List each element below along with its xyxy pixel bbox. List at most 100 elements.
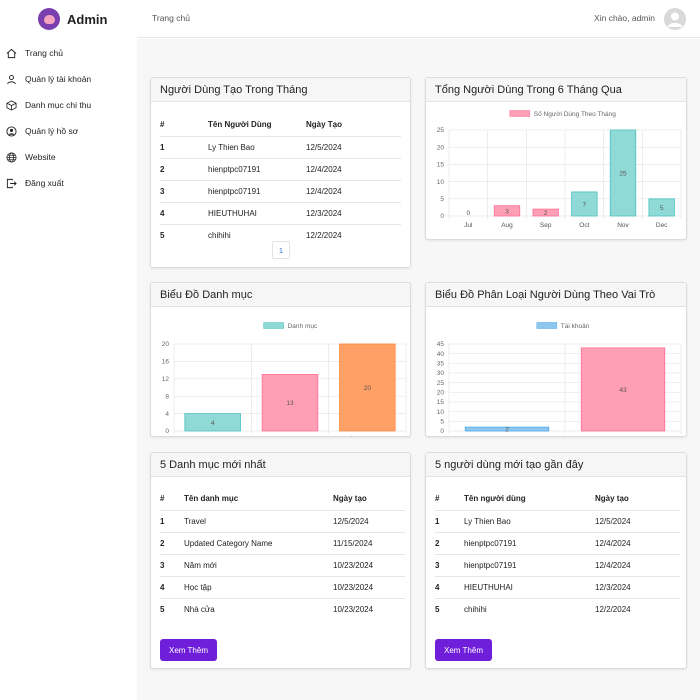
data-label: 43	[619, 387, 627, 394]
date-cell: 12/4/2024	[595, 531, 680, 554]
data-label: 13	[286, 400, 294, 407]
y-tick-label: 25	[437, 380, 445, 387]
bar	[571, 191, 598, 217]
table-row: 3 hienptpc07191 12/4/2024	[435, 553, 680, 576]
users-6-months-chart: Số Người Dùng Theo Tháng05101520250Jul3A…	[437, 109, 682, 229]
y-tick-label: 45	[437, 341, 445, 348]
user-name-cell: hienptpc07191	[208, 157, 306, 180]
user-name-cell: hienptpc07191	[208, 179, 306, 202]
x-tick-label: Jul	[464, 222, 473, 229]
bar	[580, 347, 666, 432]
y-tick-label: 10	[437, 179, 445, 186]
data-label: 25	[619, 171, 627, 178]
row-number: 4	[435, 575, 464, 598]
date-cell: 12/4/2024	[595, 553, 680, 576]
legend-label: Số Người Dùng Theo Tháng	[534, 109, 616, 118]
y-tick-label: 0	[440, 428, 444, 435]
home-icon	[6, 48, 17, 58]
data-label: 2	[544, 210, 548, 217]
user-icon	[7, 74, 16, 84]
recent-users-card: 5 người dùng mới tạo gần đây # Tên người…	[425, 452, 687, 669]
sidebar-nav: Trang chủ Quản lý tài khoản Danh mục chi…	[0, 40, 137, 196]
date-cell: 12/5/2024	[306, 135, 401, 158]
date-cell: 12/3/2024	[595, 575, 680, 598]
sidebar-item-home[interactable]: Trang chủ	[0, 40, 137, 66]
date-cell: 12/3/2024	[306, 201, 401, 224]
bar	[261, 374, 319, 432]
brand[interactable]: Admin	[38, 8, 107, 30]
row-number: 4	[160, 201, 208, 224]
x-tick-label: Sep	[540, 222, 552, 229]
table-row: 2 hienptpc07191 12/4/2024	[435, 531, 680, 554]
row-number: 3	[435, 553, 464, 576]
date-cell: 12/2/2024	[306, 223, 401, 246]
piggy-bank-logo-icon	[38, 8, 60, 30]
y-tick-label: 25	[437, 127, 445, 134]
date-cell: 12/4/2024	[306, 157, 401, 180]
table-header-row: # Tên danh mục Ngày tạo	[160, 488, 405, 510]
sidebar-item-label: Website	[25, 152, 56, 162]
sidebar-item-logout[interactable]: Đăng xuất	[0, 170, 137, 196]
category-name-cell: Travel	[184, 509, 333, 532]
logout-icon	[6, 178, 17, 188]
sidebar-item-accounts[interactable]: Quản lý tài khoản	[0, 66, 137, 92]
table-row: 4 Học tập 10/23/2024	[160, 575, 405, 598]
table-row: 5 chihihi 12/2/2024	[160, 223, 401, 246]
card-title: 5 Danh mục mới nhất	[151, 453, 410, 477]
view-more-users-button[interactable]: Xem Thêm	[435, 639, 492, 661]
bar	[339, 343, 396, 432]
user-name-cell: Ly Thien Bao	[464, 509, 595, 532]
sidebar-item-categories[interactable]: Danh mục chi thu	[0, 92, 137, 118]
card-title: Biểu Đồ Phân Loại Người Dùng Theo Vai Tr…	[426, 283, 686, 307]
data-label: 5	[660, 205, 664, 212]
globe-icon	[6, 152, 17, 162]
row-number: 1	[160, 135, 208, 158]
row-number: 1	[435, 509, 464, 532]
data-label: 2	[505, 427, 509, 434]
y-tick-label: 5	[440, 196, 444, 203]
view-more-categories-button[interactable]: Xem Thêm	[160, 639, 217, 661]
y-tick-label: 16	[162, 359, 170, 366]
sidebar-item-label: Quản lý tài khoản	[25, 74, 92, 84]
table-row: 4 HIEUTHUHAI 12/3/2024	[435, 575, 680, 598]
column-header: Tên Người Dùng	[208, 120, 272, 130]
sidebar-item-website[interactable]: Website	[0, 144, 137, 170]
user-roles-chart: Tài khoản0510152025303540452Admin43User	[437, 322, 682, 435]
date-cell: 12/5/2024	[333, 509, 405, 532]
table-row: 1 Travel 12/5/2024	[160, 509, 405, 532]
greeting-text: Xin chào, admin	[594, 13, 655, 23]
row-number: 2	[435, 531, 464, 554]
card-title: Tổng Người Dùng Trong 6 Tháng Qua	[426, 78, 686, 102]
avatar[interactable]	[664, 8, 686, 30]
sidebar-item-profile[interactable]: Quản lý hồ sơ	[0, 118, 137, 144]
main-content: Người Dùng Tạo Trong Tháng # Tên Người D…	[137, 39, 700, 700]
date-cell: 10/23/2024	[333, 553, 405, 576]
x-tick-label: Aug	[501, 222, 513, 229]
table-row: 2 hienptpc07191 12/4/2024	[160, 157, 401, 180]
y-tick-label: 20	[162, 341, 170, 348]
sidebar-item-label: Đăng xuất	[25, 178, 64, 188]
bar	[648, 198, 675, 217]
row-number: 2	[160, 157, 208, 180]
table-row: 2 Updated Category Name 11/15/2024	[160, 531, 405, 554]
column-header: Ngày tạo	[595, 494, 629, 504]
category-name-cell: Nhà cửa	[184, 597, 333, 620]
table-row: 3 Năm mới 10/23/2024	[160, 553, 405, 576]
table-header-row: # Tên người dùng Ngày tạo	[435, 488, 680, 510]
card-title: Người Dùng Tạo Trong Tháng	[151, 78, 410, 102]
y-tick-label: 20	[437, 390, 445, 397]
pagination-page-1[interactable]: 1	[272, 241, 290, 259]
row-number: 5	[160, 223, 208, 246]
data-label: 4	[211, 420, 215, 427]
y-tick-label: 12	[162, 376, 170, 383]
y-tick-label: 15	[437, 399, 445, 406]
category-name-cell: Updated Category Name	[184, 531, 333, 554]
sidebar: Admin Trang chủ Quản lý tài khoản Danh m…	[0, 0, 137, 700]
bar	[184, 413, 241, 432]
box-icon	[6, 99, 17, 111]
legend-swatch	[263, 322, 284, 329]
row-number: 5	[435, 597, 464, 620]
table-row: 3 hienptpc07191 12/4/2024	[160, 179, 401, 202]
breadcrumb[interactable]: Trang chủ	[152, 13, 190, 23]
monthly-users-card: Người Dùng Tạo Trong Tháng # Tên Người D…	[150, 77, 411, 268]
